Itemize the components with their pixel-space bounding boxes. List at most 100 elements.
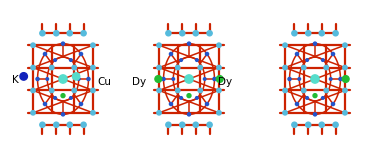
Circle shape (54, 97, 56, 99)
Circle shape (61, 94, 65, 98)
Circle shape (81, 31, 86, 36)
Circle shape (79, 52, 82, 55)
Circle shape (343, 88, 347, 93)
Circle shape (302, 65, 306, 70)
Circle shape (31, 43, 35, 47)
Circle shape (283, 65, 287, 70)
Bar (122, 0, 130, 159)
Circle shape (180, 59, 183, 61)
Circle shape (324, 65, 328, 70)
Circle shape (324, 88, 328, 93)
Circle shape (296, 102, 299, 106)
Circle shape (169, 102, 173, 106)
Circle shape (193, 122, 198, 127)
Circle shape (70, 59, 72, 61)
Circle shape (73, 73, 80, 80)
Circle shape (91, 111, 95, 115)
Circle shape (180, 122, 185, 127)
Circle shape (157, 111, 161, 115)
Circle shape (180, 31, 185, 36)
Circle shape (332, 102, 335, 106)
Circle shape (31, 88, 35, 93)
Circle shape (205, 52, 209, 55)
Circle shape (50, 88, 54, 93)
Circle shape (342, 76, 349, 82)
Circle shape (207, 31, 212, 36)
Circle shape (54, 59, 56, 61)
Circle shape (216, 76, 223, 82)
Circle shape (162, 77, 165, 81)
Text: Dy: Dy (218, 77, 232, 87)
Circle shape (54, 31, 59, 36)
Circle shape (195, 59, 198, 61)
Circle shape (313, 42, 316, 45)
Circle shape (329, 78, 332, 80)
Circle shape (67, 122, 72, 127)
Circle shape (157, 65, 161, 70)
Circle shape (157, 88, 161, 93)
Circle shape (176, 88, 180, 93)
Circle shape (288, 77, 291, 81)
Circle shape (213, 77, 216, 81)
Circle shape (306, 59, 308, 61)
Circle shape (298, 78, 301, 80)
Circle shape (193, 31, 198, 36)
Circle shape (43, 52, 46, 55)
Circle shape (20, 73, 28, 80)
Circle shape (198, 65, 202, 70)
Circle shape (319, 31, 324, 36)
Circle shape (313, 94, 317, 98)
Text: Dy: Dy (132, 77, 146, 87)
Circle shape (333, 31, 338, 36)
Circle shape (343, 43, 347, 47)
Circle shape (67, 31, 72, 36)
Circle shape (306, 97, 308, 99)
Circle shape (187, 42, 191, 45)
Circle shape (322, 97, 324, 99)
Circle shape (339, 77, 342, 81)
Circle shape (72, 88, 76, 93)
Circle shape (87, 77, 90, 81)
Circle shape (198, 88, 202, 93)
Circle shape (207, 122, 212, 127)
Circle shape (46, 78, 49, 80)
Circle shape (166, 122, 171, 127)
Circle shape (302, 88, 306, 93)
Circle shape (195, 97, 198, 99)
Circle shape (62, 42, 65, 45)
Circle shape (332, 52, 335, 55)
Circle shape (62, 113, 65, 116)
Circle shape (72, 65, 76, 70)
Circle shape (306, 31, 311, 36)
Circle shape (79, 102, 82, 106)
Circle shape (176, 65, 180, 70)
Circle shape (283, 88, 287, 93)
Circle shape (59, 75, 67, 83)
Text: K: K (12, 75, 19, 85)
Circle shape (43, 102, 46, 106)
Circle shape (217, 43, 221, 47)
Circle shape (40, 31, 45, 36)
Circle shape (36, 77, 39, 81)
Circle shape (169, 52, 173, 55)
Circle shape (311, 75, 319, 83)
Circle shape (343, 111, 347, 115)
Circle shape (77, 78, 80, 80)
Circle shape (70, 97, 72, 99)
Circle shape (166, 31, 171, 36)
Circle shape (217, 88, 221, 93)
Circle shape (322, 59, 324, 61)
Circle shape (54, 122, 59, 127)
Circle shape (205, 102, 209, 106)
Circle shape (306, 122, 311, 127)
Circle shape (292, 31, 297, 36)
Bar (248, 0, 256, 159)
Circle shape (283, 43, 287, 47)
Circle shape (333, 122, 338, 127)
Circle shape (31, 111, 35, 115)
Circle shape (187, 94, 191, 98)
Circle shape (91, 88, 95, 93)
Circle shape (283, 111, 287, 115)
Circle shape (203, 78, 206, 80)
Circle shape (185, 75, 193, 83)
